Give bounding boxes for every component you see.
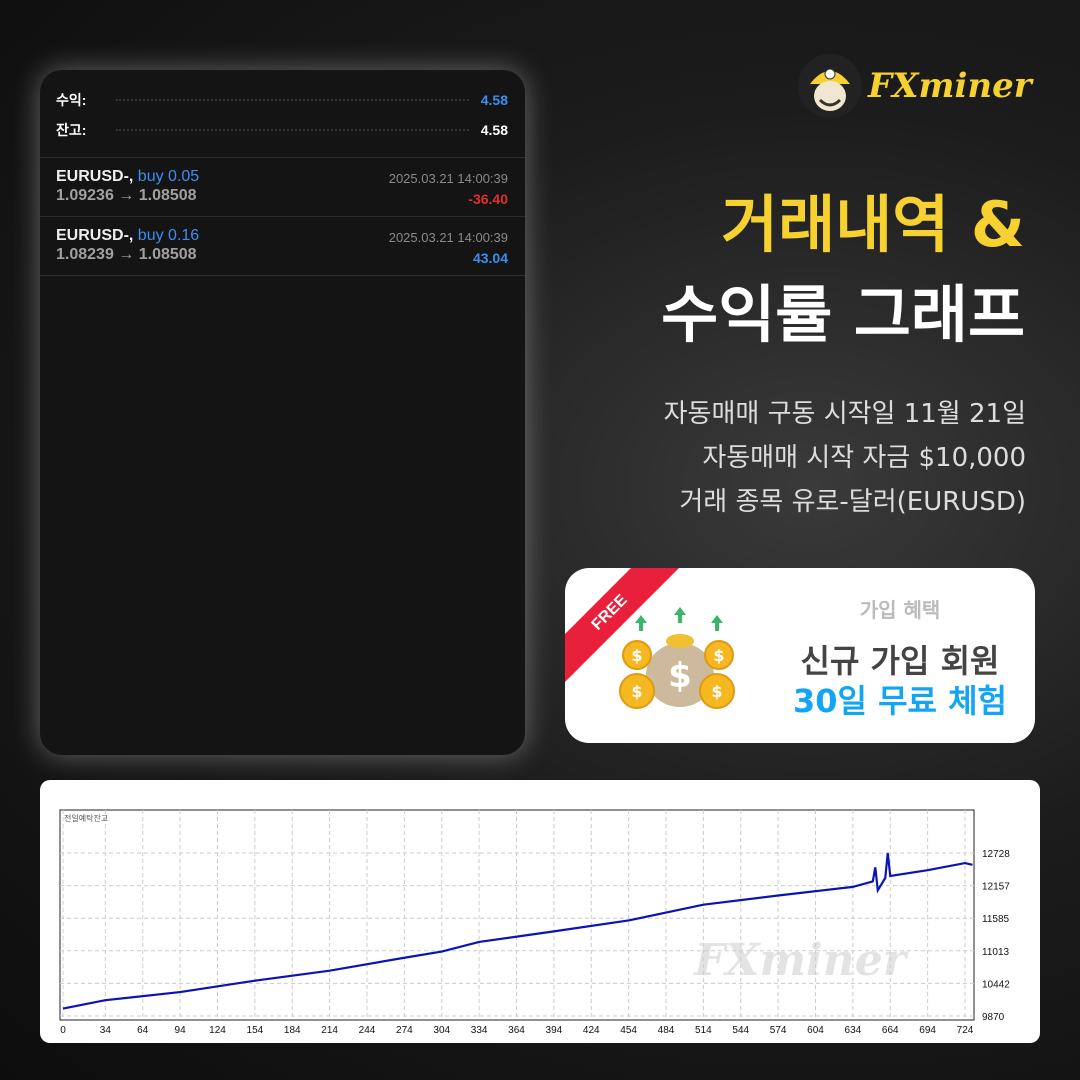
x-tick-label: 604 — [807, 1025, 824, 1036]
headline-line1: 거래내역 & — [721, 188, 1025, 261]
x-tick-label: 244 — [359, 1025, 376, 1036]
x-tick-label: 184 — [284, 1025, 301, 1036]
x-tick-label: 664 — [882, 1025, 899, 1036]
x-tick-label: 124 — [209, 1025, 226, 1036]
trade-row[interactable]: EURUSD-, buy 0.05 1.09236 → 1.08508 2025… — [40, 158, 525, 217]
trade-side: buy 0.16 — [137, 227, 200, 244]
trade-pl: 43.04 — [472, 250, 508, 266]
y-tick-label: 12157 — [982, 882, 1010, 893]
x-tick-label: 634 — [845, 1025, 862, 1036]
x-tick-label: 34 — [100, 1025, 112, 1036]
y-tick-label: 11585 — [982, 914, 1010, 925]
promo-line1: 신규 가입 회원 — [800, 642, 1000, 680]
info-list: 자동매매 구동 시작일 11월 21일 자동매매 시작 자금 $10,000 거… — [664, 392, 1026, 524]
info-symbol: 거래 종목 유로-달러(EURUSD) — [679, 487, 1026, 517]
svg-text:$: $ — [631, 646, 642, 665]
headline-line2: 수익률 그래프 — [661, 278, 1025, 351]
x-tick-label: 334 — [471, 1025, 488, 1036]
y-tick-label: 9870 — [982, 1012, 1005, 1023]
x-tick-label: 304 — [433, 1025, 450, 1036]
promo-title: 가입 혜택 — [859, 598, 941, 622]
trade-symbol: EURUSD-, — [56, 168, 134, 185]
trade-symbol: EURUSD-, — [56, 227, 134, 244]
x-tick-label: 364 — [508, 1025, 525, 1036]
headline: 거래내역 & 수익률 그래프 — [661, 180, 1025, 360]
x-tick-label: 574 — [770, 1025, 787, 1036]
summary-row-profit: 수익: 4.58 — [40, 85, 525, 115]
trade-prices: 1.09236 → 1.08508 — [56, 187, 197, 204]
money-bag-icon: $ $ $ $ $ — [619, 607, 735, 709]
promo-line2: 30일 무료 체험 — [792, 682, 1007, 720]
trade-history-panel: 수익: 4.58 잔고: 4.58 EURUSD-, buy 0.05 1.09… — [40, 70, 525, 755]
chart-title: 전일예탁잔고 — [64, 813, 108, 823]
trade-pl: -36.40 — [468, 191, 508, 207]
x-tick-label: 154 — [247, 1025, 264, 1036]
svg-text:$: $ — [713, 646, 724, 665]
y-tick-label: 11013 — [982, 947, 1010, 958]
signup-promo-card[interactable]: FREE $ $ $ $ $ 가입 혜택 신규 가입 회원 30일 무료 체험 — [565, 568, 1035, 743]
y-tick-label: 10442 — [982, 979, 1010, 990]
y-tick-label: 12728 — [982, 849, 1010, 860]
x-tick-label: 274 — [396, 1025, 413, 1036]
x-tick-label: 514 — [695, 1025, 712, 1036]
profit-value: 4.58 — [480, 92, 508, 108]
x-tick-label: 724 — [957, 1025, 974, 1036]
x-tick-label: 394 — [546, 1025, 563, 1036]
x-tick-label: 694 — [919, 1025, 936, 1036]
svg-text:$: $ — [711, 682, 722, 701]
fxminer-logo: FXminer — [798, 54, 1032, 118]
x-tick-label: 214 — [321, 1025, 338, 1036]
trade-row[interactable]: EURUSD-, buy 0.16 1.08239 → 1.08508 2025… — [40, 217, 525, 276]
x-tick-label: 64 — [137, 1025, 149, 1036]
balance-label: 잔고: — [56, 122, 87, 138]
info-start-date: 자동매매 구동 시작일 11월 21일 — [663, 399, 1026, 429]
x-tick-label: 94 — [175, 1025, 187, 1036]
x-tick-label: 424 — [583, 1025, 600, 1036]
trade-prices: 1.08239 → 1.08508 — [56, 246, 197, 263]
summary-row-balance: 잔고: 4.58 — [40, 115, 525, 145]
x-tick-label: 0 — [60, 1025, 66, 1036]
equity-chart: FXminer 0 34 64 94 124 154 184 214 244 274 304 334 36… — [40, 780, 1040, 1043]
equity-chart-svg: FXminer 0 34 64 94 124 154 184 214 244 274 304 334 36… — [59, 809, 1010, 1036]
watermark-logo: FXminer — [692, 935, 909, 986]
equity-line — [62, 852, 973, 1010]
profit-label: 수익: — [56, 92, 87, 108]
trade-side: buy 0.05 — [137, 168, 200, 185]
plot-area — [59, 809, 975, 1021]
x-tick-label: 454 — [620, 1025, 637, 1036]
x-tick-label: 484 — [658, 1025, 675, 1036]
balance-value: 4.58 — [480, 122, 508, 138]
info-start-capital: 자동매매 시작 자금 $10,000 — [702, 443, 1026, 473]
trade-datetime: 2025.03.21 14:00:39 — [388, 171, 508, 186]
logo-text: FXminer — [868, 66, 1032, 106]
svg-text:$: $ — [631, 682, 642, 701]
account-summary: 수익: 4.58 잔고: 4.58 — [40, 70, 525, 158]
svg-text:$: $ — [668, 656, 692, 696]
trade-datetime: 2025.03.21 14:00:39 — [388, 230, 508, 245]
miner-mascot-icon — [798, 54, 862, 118]
x-tick-label: 544 — [732, 1025, 749, 1036]
